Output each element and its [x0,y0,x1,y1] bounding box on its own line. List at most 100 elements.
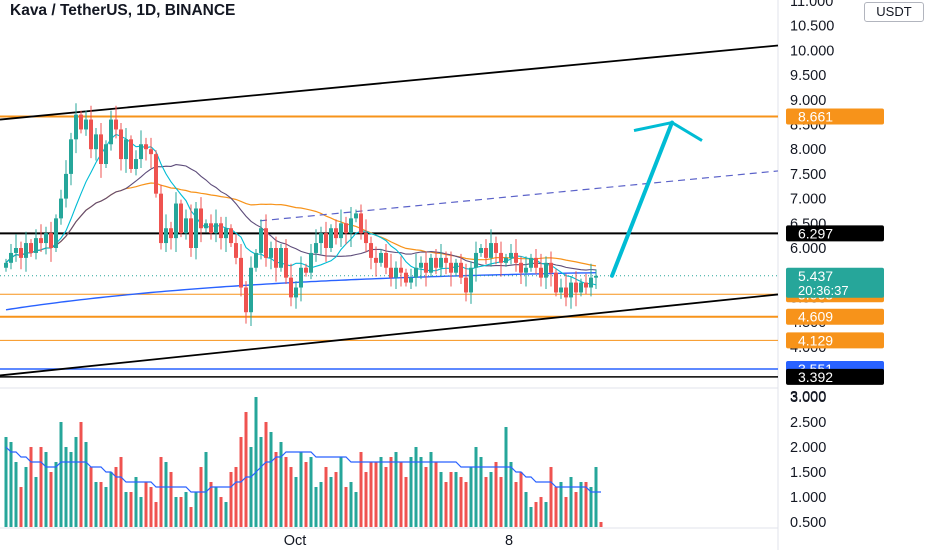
price-tick-label: 8.000 [790,142,826,158]
last-price-value: 5.437 [798,268,833,284]
ma-25-line [5,164,597,271]
candle-body [584,282,588,288]
candle-body [399,267,403,273]
candle-body [484,248,488,258]
volume-bar [564,497,568,527]
volume-bar [74,437,78,527]
volume-bar [474,447,478,527]
candle-body [324,233,328,248]
volume-bar [119,457,123,527]
price-tag-6: 3.392 [798,369,833,385]
candle-body [184,218,188,234]
volume-bar [179,497,183,527]
candle-body [174,203,178,239]
volume-tick-label: 2.500 [790,415,826,431]
volume-bar [319,482,323,527]
volume-bar [84,442,88,527]
candle-body [279,248,283,268]
candle-body [349,218,353,234]
candle-body [99,134,103,165]
volume-bar [494,462,498,527]
candle-body [424,262,428,273]
candle-body [4,262,8,268]
volume-bar [99,482,103,527]
volume-bar [414,447,418,527]
candle-body [394,267,398,278]
candle-body [569,282,573,298]
volume-bar [254,397,258,527]
candle-body [479,248,483,253]
price-tag-bg-6 [786,368,884,385]
projection-arrow-head [633,121,703,142]
volume-bar [9,442,13,527]
volume-bar [359,452,363,527]
volume-bar [389,457,393,527]
candle-body [94,134,98,150]
candle-body [499,252,503,263]
volume-tick-label: 1.500 [790,465,826,481]
volume-bar [174,497,178,527]
candle-body [129,139,133,169]
candle-body [389,267,393,278]
price-tag-bg-0 [786,108,884,125]
volume-bar [379,457,383,527]
projection-arrow-shaft [610,120,674,278]
volume-bar [24,467,28,527]
candle-body [374,257,378,263]
candle-body [409,277,413,283]
volume-bar [29,447,33,527]
volume-tick-label: 2.000 [790,440,826,456]
candle-body [249,267,253,313]
trendline-0 [0,44,779,121]
candle-body [109,119,113,145]
volume-bar [214,487,218,527]
volume-bar [279,442,283,527]
volume-bar [134,477,138,527]
trendline-2 [259,170,779,222]
volume-bar [284,457,288,527]
volume-bar [339,457,343,527]
candle-body [204,223,208,229]
volume-bar [329,477,333,527]
volume-bar [384,467,388,527]
price-tag-0: 8.661 [798,109,833,125]
candle-body [524,267,528,273]
candle-body [554,272,558,293]
volume-bar [444,482,448,527]
candle-body [139,144,143,160]
volume-bar [39,447,43,527]
candle-body [444,257,448,263]
candle-body [469,267,473,293]
price-tag-bg-1 [786,225,884,242]
candle-body [539,267,543,278]
candle-body [224,228,228,239]
volume-bar [594,467,598,527]
price-tag-4: 4.129 [798,332,833,348]
volume-bar [439,472,443,527]
volume-bar [294,477,298,527]
volume-bar [589,487,593,527]
price-tag-bg-4 [786,332,884,349]
candle-body [589,277,593,288]
candle-body [159,193,163,244]
volume-bar [524,492,528,527]
candle-body [339,223,343,239]
currency-badge[interactable]: USDT [864,2,924,22]
candle-body [9,252,13,263]
candle-body [384,252,388,268]
volume-bar [549,467,553,527]
candle-body [329,228,333,248]
volume-bar [534,502,538,527]
candle-body [354,213,358,219]
candle-body [79,114,83,130]
candle-body [179,203,183,234]
volume-bar [184,492,188,527]
volume-bar [334,472,338,527]
price-tick-label: 9.000 [790,93,826,109]
candle-body [44,233,48,244]
candle-body [144,144,148,150]
volume-bar [79,422,83,527]
volume-bar [149,487,153,527]
volume-bar [19,487,23,527]
